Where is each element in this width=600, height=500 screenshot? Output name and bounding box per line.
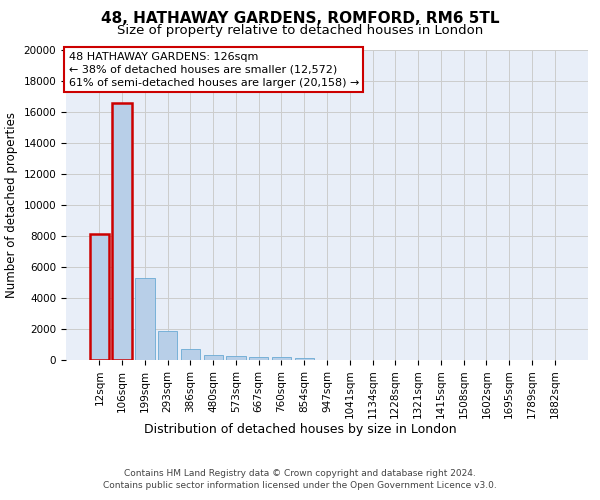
Text: 48, HATHAWAY GARDENS, ROMFORD, RM6 5TL: 48, HATHAWAY GARDENS, ROMFORD, RM6 5TL: [101, 11, 499, 26]
Bar: [112, 102, 132, 360]
Bar: [135, 278, 155, 360]
Text: Distribution of detached houses by size in London: Distribution of detached houses by size …: [143, 422, 457, 436]
Bar: [226, 356, 245, 360]
Text: Contains HM Land Registry data © Crown copyright and database right 2024.
Contai: Contains HM Land Registry data © Crown c…: [103, 469, 497, 490]
Bar: [181, 349, 200, 360]
Bar: [249, 356, 268, 360]
Text: Size of property relative to detached houses in London: Size of property relative to detached ho…: [117, 24, 483, 37]
Bar: [90, 234, 109, 360]
Bar: [158, 332, 178, 360]
Text: 48 HATHAWAY GARDENS: 126sqm
← 38% of detached houses are smaller (12,572)
61% of: 48 HATHAWAY GARDENS: 126sqm ← 38% of det…: [68, 52, 359, 88]
Bar: [272, 358, 291, 360]
Y-axis label: Number of detached properties: Number of detached properties: [5, 112, 18, 298]
Bar: [295, 358, 314, 360]
Bar: [203, 356, 223, 360]
